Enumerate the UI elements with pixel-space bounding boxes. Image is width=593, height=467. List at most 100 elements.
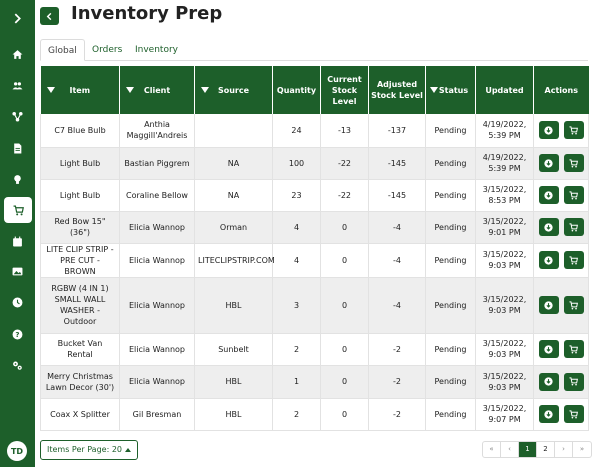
avatar[interactable]: TD [7,441,27,461]
cell-actions [533,333,589,366]
cell-source: HBL [194,398,273,431]
cell-actions [533,398,589,431]
cart-icon [569,255,578,264]
download-button[interactable] [538,251,559,269]
share-icon [12,111,23,122]
download-button[interactable] [538,121,559,140]
download-icon [544,190,553,200]
cell-current-stock: 0 [320,333,369,366]
add-to-cart-button[interactable] [563,251,584,269]
cell-actions [533,114,589,148]
cell-adjusted-stock: -4 [368,277,426,334]
calendar-icon [13,236,22,246]
sidebar-item-users[interactable] [3,73,32,97]
sidebar-item-ideas[interactable] [3,167,32,191]
table-row: C7 Blue Bulb Anthia Maggill'Andreis 24 -13-… [40,114,589,148]
cell-quantity: 4 [272,211,321,244]
filter-icon[interactable] [430,87,438,93]
cell-quantity: 24 [272,114,321,148]
sidebar-expand-button[interactable] [3,6,32,30]
sidebar-item-inventory[interactable] [4,197,32,223]
page-2-button[interactable]: 2 [537,442,555,457]
cell-item: Merry Christmas Lawn Decor (30') [40,365,120,399]
cell-source: HBL [194,365,273,399]
cell-current-stock: -13 [320,114,369,148]
filter-icon[interactable] [126,87,134,93]
add-to-cart-button[interactable] [563,296,584,314]
page-1-button[interactable]: 1 [519,442,537,457]
add-to-cart-button[interactable] [563,405,584,423]
download-icon [544,158,553,168]
sidebar-item-documents[interactable] [3,136,32,160]
column-header-adjusted-stock[interactable]: Adjusted Stock Level [368,66,426,114]
sidebar-item-settings[interactable] [3,353,32,377]
first-page-button[interactable]: « [483,442,501,457]
tab-inventory[interactable]: Inventory [135,45,178,55]
settings-icon [13,361,22,370]
add-to-cart-button[interactable] [563,340,584,358]
column-header-current-stock[interactable]: Current Stock Level [320,66,369,114]
next-page-button[interactable]: › [555,442,573,457]
table-row: Red Bow 15" (36") Elicia Wannop Orman 4 0 -4 P… [40,211,589,244]
cell-current-stock: -22 [320,147,369,180]
cell-quantity: 4 [272,243,321,278]
column-header-source[interactable]: Source [194,66,273,114]
column-header-quantity[interactable]: Quantity [272,66,321,114]
sidebar-item-calendar[interactable] [3,229,32,253]
cart-icon [569,409,578,418]
tab-global[interactable]: Global [40,39,85,61]
chevron-left-icon [46,12,52,20]
inventory-table: Item Client Source Quantity Current Stoc… [40,66,589,431]
add-to-cart-button[interactable] [563,154,584,172]
cell-status: Pending [425,243,476,278]
last-page-button[interactable]: » [579,445,585,453]
cell-updated: 3/15/2022, 9:03 PM [475,277,534,334]
items-per-page-select[interactable]: Items Per Page: 20 [40,440,138,460]
cell-actions [533,277,589,334]
column-header-status[interactable]: Status [425,66,476,114]
column-header-updated[interactable]: Updated [475,66,534,114]
cell-adjusted-stock: -4 [368,243,426,278]
tab-orders[interactable]: Orders [92,45,123,55]
cart-icon [569,222,578,231]
add-to-cart-button[interactable] [563,372,584,391]
back-button[interactable] [40,7,59,25]
download-button[interactable] [538,154,559,172]
sidebar-item-images[interactable] [3,259,32,283]
table-row: RGBW (4 IN 1) SMALL WALL WASHER - Outdoo… [40,277,589,334]
prev-page-button[interactable]: ‹ [501,442,519,457]
cell-item: Coax X Splitter [40,398,120,431]
add-to-cart-button[interactable] [563,186,584,204]
download-button[interactable] [538,218,559,236]
cell-source: NA [194,147,273,180]
items-per-page-label: Items Per Page: 20 [47,445,122,454]
lightbulb-icon [14,174,21,184]
download-button[interactable] [538,372,559,391]
sidebar-item-network[interactable] [3,104,32,128]
cell-source: LITECLIPSTRIP.COM [194,243,275,278]
filter-icon[interactable] [46,87,55,93]
sidebar-item-history[interactable] [3,290,32,314]
download-icon [544,409,553,419]
document-icon [14,143,22,153]
cell-quantity: 2 [272,333,321,366]
sidebar-item-home[interactable] [3,42,32,66]
add-to-cart-button[interactable] [563,218,584,236]
download-icon [544,344,553,354]
cart-icon [569,190,578,199]
add-to-cart-button[interactable] [563,121,584,140]
column-header-item[interactable]: Item [40,66,120,114]
cell-updated: 3/15/2022, 9:03 PM [475,333,534,366]
cell-quantity: 3 [272,277,321,334]
download-button[interactable] [538,296,559,314]
download-button[interactable] [538,405,559,423]
download-icon [544,222,553,232]
download-button[interactable] [538,340,559,358]
page-title: Inventory Prep [71,3,223,24]
download-button[interactable] [538,186,559,204]
sidebar-item-help[interactable]: ? [3,322,32,346]
filter-icon[interactable] [201,87,209,93]
svg-text:?: ? [15,330,19,339]
cell-updated: 3/15/2022, 9:07 PM [475,398,534,431]
column-header-client[interactable]: Client [119,66,195,114]
